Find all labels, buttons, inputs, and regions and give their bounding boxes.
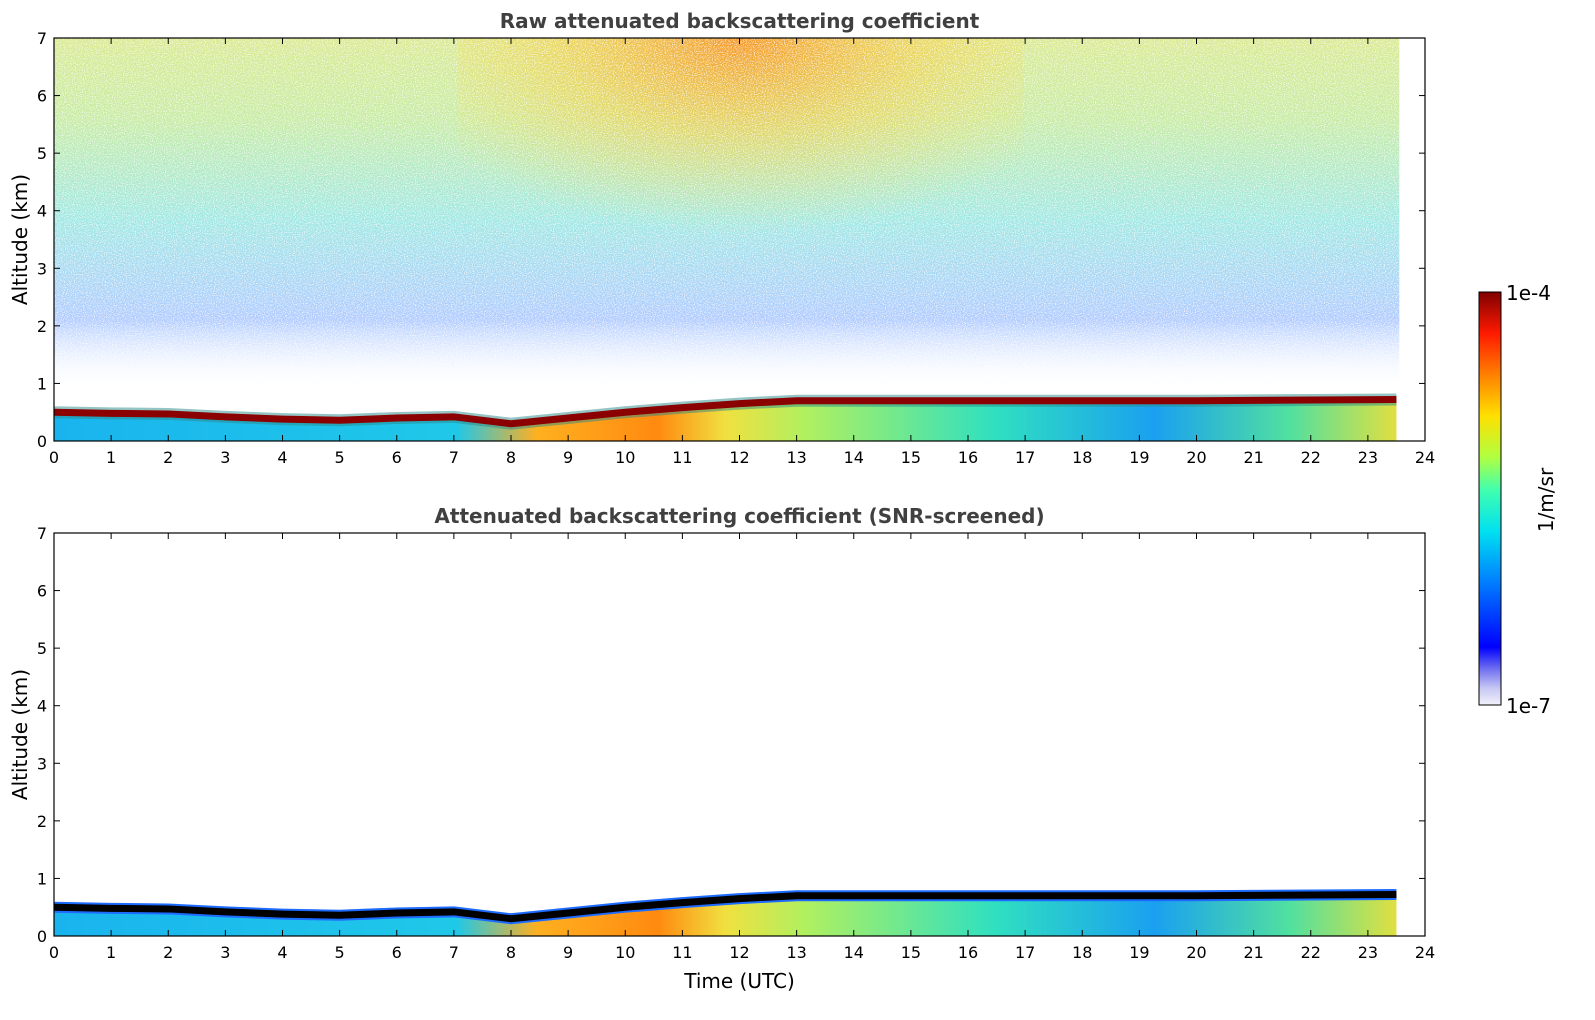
y-tick-label: 6 (37, 87, 47, 106)
chart-title: Attenuated backscattering coefficient (S… (434, 504, 1044, 528)
x-tick-label: 22 (1301, 943, 1321, 962)
x-tick-label: 7 (449, 448, 459, 467)
layer-top-line (54, 891, 1397, 923)
x-tick-label: 21 (1243, 448, 1263, 467)
y-tick-label: 0 (37, 927, 47, 946)
x-tick-label: 0 (49, 943, 59, 962)
x-tick-label: 13 (786, 448, 806, 467)
y-tick-label: 3 (37, 259, 47, 278)
x-tick-label: 20 (1186, 943, 1206, 962)
x-tick-label: 15 (901, 448, 921, 467)
boundary-layer-aerosol (54, 399, 1397, 441)
y-tick-label: 4 (37, 202, 47, 221)
x-tick-label: 6 (392, 943, 402, 962)
x-tick-label: 17 (1015, 943, 1035, 962)
x-tick-label: 1 (106, 943, 116, 962)
x-tick-label: 9 (563, 448, 573, 467)
x-tick-label: 12 (729, 448, 749, 467)
plot-area (54, 889, 1397, 936)
x-tick-label: 17 (1015, 448, 1035, 467)
x-tick-label: 2 (163, 448, 173, 467)
x-axis-label: Time (UTC) (683, 969, 795, 993)
x-tick-label: 12 (729, 943, 749, 962)
axes-frame (53, 532, 1426, 937)
x-tick-label: 10 (615, 448, 635, 467)
chart-panel-1: 0 1 2 3 4 5 6 7 8 9 10 11 12 13 14 15 16 17 18 19 20 21 22 23 24… (8, 9, 1435, 467)
x-tick-label: 23 (1358, 943, 1378, 962)
x-tick-label: 24 (1415, 448, 1435, 467)
x-tick-label: 11 (672, 943, 692, 962)
x-tick-label: 14 (844, 943, 864, 962)
x-tick-label: 5 (335, 448, 345, 467)
x-tick-label: 9 (563, 943, 573, 962)
x-tick-label: 24 (1415, 943, 1435, 962)
x-tick-label: 0 (49, 448, 59, 467)
x-tick-label: 13 (786, 943, 806, 962)
x-tick-label: 8 (506, 943, 516, 962)
plot-area (54, 38, 1400, 441)
noise-speckle (54, 38, 1400, 441)
colorbar-min-label: 1e-7 (1506, 694, 1551, 718)
x-tick-label: 19 (1129, 448, 1149, 467)
y-tick-label: 6 (37, 582, 47, 601)
x-tick-label: 15 (901, 943, 921, 962)
x-tick-label: 16 (958, 448, 978, 467)
chart-title: Raw attenuated backscattering coefficien… (500, 9, 980, 33)
colorbar-max-label: 1e-4 (1506, 281, 1551, 305)
x-tick-label: 22 (1301, 448, 1321, 467)
y-tick-label: 7 (37, 29, 47, 48)
layer-top-line (54, 396, 1397, 428)
x-tick-label: 8 (506, 448, 516, 467)
x-tick-label: 10 (615, 943, 635, 962)
y-tick-label: 2 (37, 317, 47, 336)
y-tick-label: 2 (37, 812, 47, 831)
x-tick-label: 2 (163, 943, 173, 962)
chart-panel-2: 0 1 2 3 4 5 6 7 8 9 10 11 12 13 14 15 16 17 18 19 20 21 22 23 24… (8, 504, 1435, 993)
y-tick-label: 0 (37, 432, 47, 451)
x-tick-label: 3 (220, 448, 230, 467)
colorbar-gradient (1478, 291, 1502, 706)
x-tick-label: 18 (1072, 943, 1092, 962)
x-tick-label: 20 (1186, 448, 1206, 467)
y-axis-label: Altitude (km) (8, 669, 32, 800)
y-tick-label: 4 (37, 697, 47, 716)
x-tick-label: 11 (672, 448, 692, 467)
x-tick-label: 19 (1129, 943, 1149, 962)
y-tick-label: 3 (37, 754, 47, 773)
x-tick-label: 7 (449, 943, 459, 962)
x-tick-label: 4 (277, 943, 287, 962)
y-tick-label: 1 (37, 869, 47, 888)
x-tick-label: 16 (958, 943, 978, 962)
x-tick-label: 23 (1358, 448, 1378, 467)
y-tick-label: 5 (37, 144, 47, 163)
y-tick-label: 5 (37, 639, 47, 658)
y-tick-label: 7 (37, 524, 47, 543)
y-axis-label: Altitude (km) (8, 174, 32, 305)
x-tick-label: 18 (1072, 448, 1092, 467)
x-tick-label: 4 (277, 448, 287, 467)
x-tick-label: 21 (1243, 943, 1263, 962)
colorbar: 1e-4 1e-7 1/m/sr (1478, 281, 1558, 718)
boundary-layer-aerosol (54, 894, 1397, 936)
x-tick-label: 6 (392, 448, 402, 467)
x-tick-label: 3 (220, 943, 230, 962)
x-tick-label: 5 (335, 943, 345, 962)
y-tick-label: 1 (37, 374, 47, 393)
x-tick-label: 1 (106, 448, 116, 467)
x-tick-label: 14 (844, 448, 864, 467)
colorbar-unit-label: 1/m/sr (1534, 467, 1558, 532)
